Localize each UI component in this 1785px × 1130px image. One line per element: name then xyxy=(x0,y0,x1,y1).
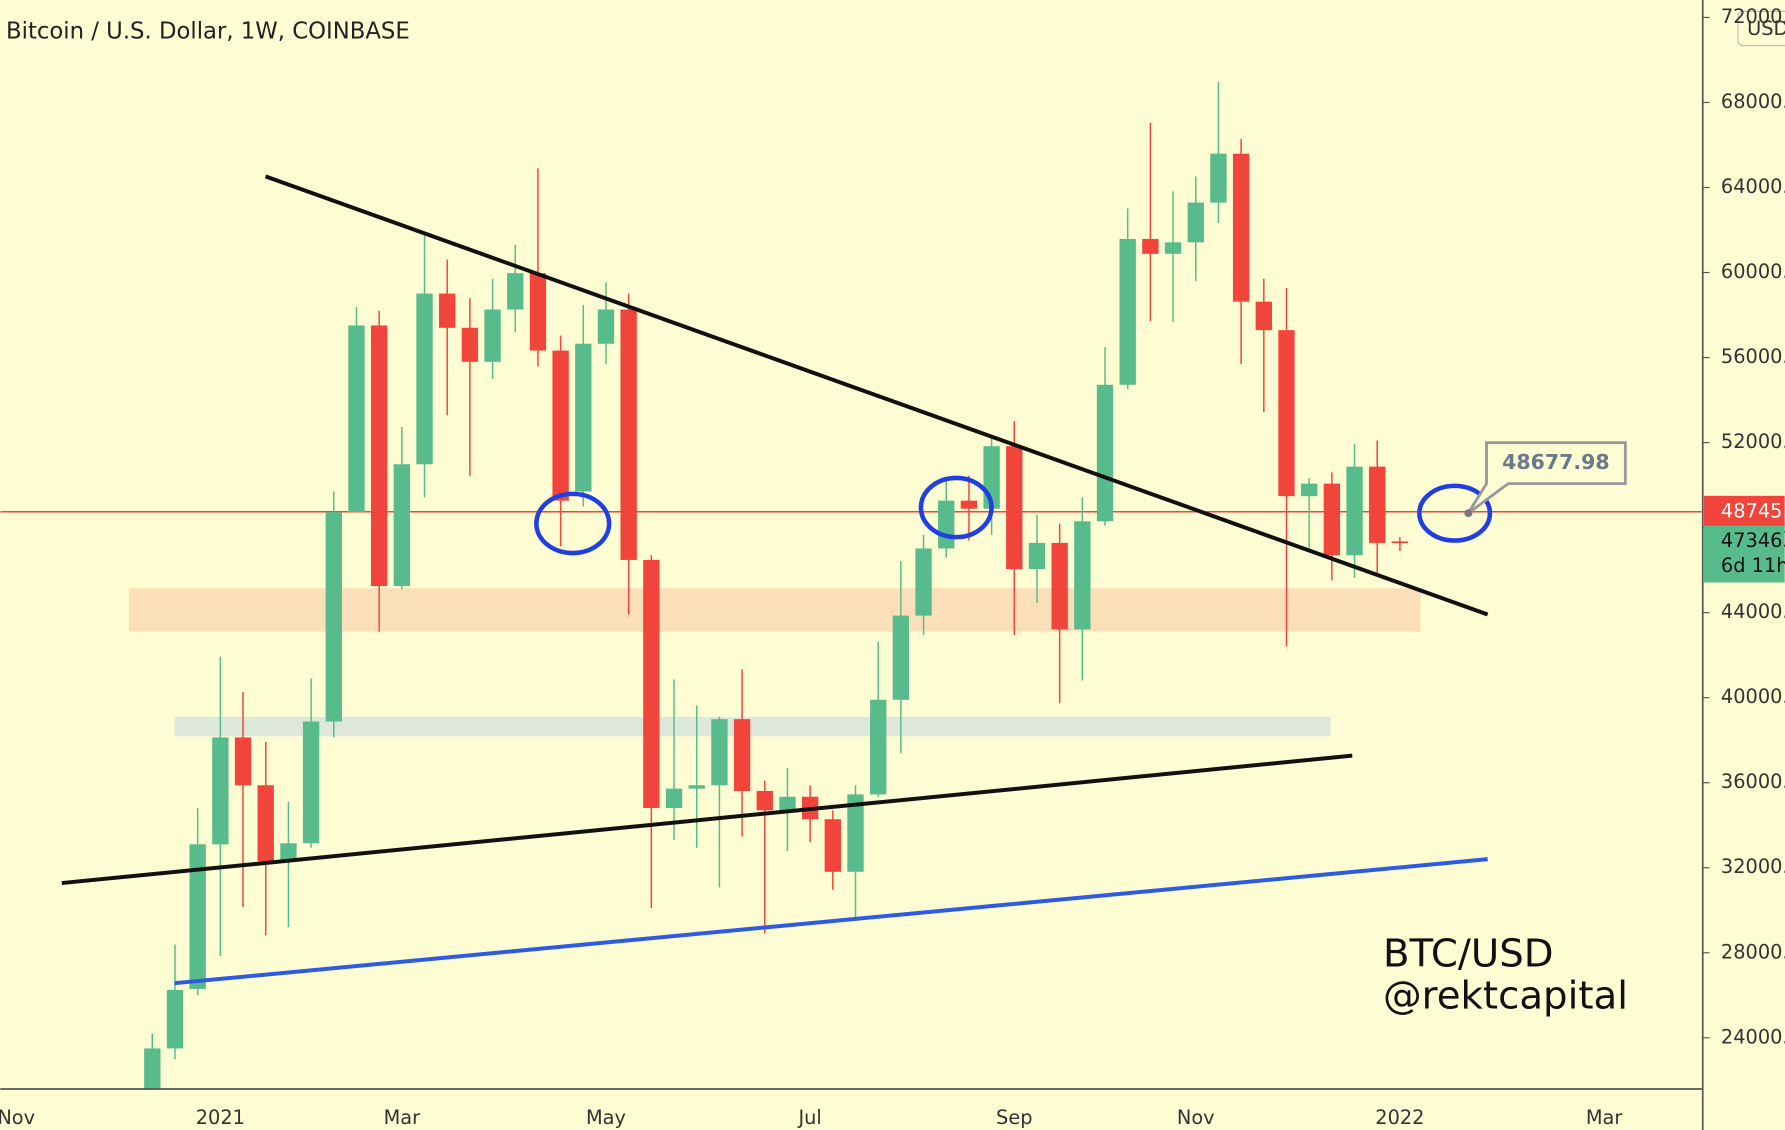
currency-label: USD xyxy=(1747,17,1785,40)
y-tick-label: 56000.00 xyxy=(1721,345,1785,368)
y-tick-label: 40000.00 xyxy=(1721,685,1785,708)
x-tick-label: Nov xyxy=(0,1106,35,1129)
candle-body xyxy=(620,309,637,560)
candle-body xyxy=(1369,466,1386,543)
candle-body xyxy=(144,1048,161,1090)
candle-body xyxy=(257,785,274,862)
price-line-label: 48745. xyxy=(1721,499,1785,522)
y-tick-label: 24000.00 xyxy=(1721,1025,1785,1048)
candle-body xyxy=(1255,301,1272,331)
candle-body xyxy=(1210,153,1227,203)
plot-area xyxy=(0,82,1702,1090)
callout-box xyxy=(1467,441,1627,515)
candle-body xyxy=(1187,202,1204,243)
candle-body xyxy=(189,844,206,989)
zone-grey xyxy=(174,716,1331,737)
annotation: BTC/USD xyxy=(1383,931,1554,976)
candle-body xyxy=(779,796,796,811)
candle-body xyxy=(212,737,229,845)
candle-body xyxy=(733,719,751,791)
candle-body xyxy=(1391,541,1409,544)
candle-body xyxy=(484,309,501,362)
y-tick-label: 44000.00 xyxy=(1721,600,1785,623)
candle-body xyxy=(688,785,705,789)
candle-body xyxy=(416,293,433,465)
annotation: @rektcapital xyxy=(1383,973,1628,1018)
trendline-blue xyxy=(174,857,1488,986)
circle-mark xyxy=(1417,483,1493,543)
candle-body xyxy=(1323,483,1341,556)
candle-body xyxy=(711,719,728,786)
candle-body xyxy=(892,615,910,700)
candle-body xyxy=(439,293,456,328)
candle-body xyxy=(393,464,410,587)
x-tick-label: Jul xyxy=(797,1106,821,1129)
x-tick-label: Sep xyxy=(996,1106,1032,1129)
candle-body xyxy=(1301,483,1318,497)
candle-body xyxy=(665,788,683,809)
trendline xyxy=(264,174,1489,617)
candle-body xyxy=(234,737,252,786)
currency-button[interactable] xyxy=(1737,10,1785,47)
candle-body xyxy=(507,273,524,310)
candle-body xyxy=(643,559,660,809)
candle-body xyxy=(1142,238,1159,254)
x-tick-label: Mar xyxy=(384,1106,421,1129)
candle-body xyxy=(325,512,342,722)
candle-body xyxy=(824,819,841,872)
candle-body xyxy=(1096,384,1114,522)
last-price-label: 47346. xyxy=(1721,529,1785,552)
y-tick-label: 32000.00 xyxy=(1721,855,1785,878)
callout-label: 48677.98 xyxy=(1502,450,1609,474)
circle-mark xyxy=(534,491,612,556)
drawings xyxy=(61,174,1493,986)
candle-body xyxy=(938,500,955,549)
countdown-label: 6d 11h xyxy=(1721,554,1785,577)
candle-body xyxy=(1346,466,1363,556)
candle-body xyxy=(847,794,864,872)
y-tick-label: 60000.00 xyxy=(1721,260,1785,283)
candle-body xyxy=(1278,330,1295,497)
x-tick-label: May xyxy=(586,1106,626,1129)
y-tick-label: 28000.00 xyxy=(1721,940,1785,963)
candle-body xyxy=(756,790,773,811)
zone-peach xyxy=(128,588,1421,632)
y-tick-label: 52000.00 xyxy=(1721,430,1785,453)
candle-body xyxy=(302,721,320,844)
chart-title: Bitcoin / U.S. Dollar, 1W, COINBASE xyxy=(6,18,410,44)
candle-body xyxy=(348,325,365,513)
y-tick-label: 68000.00 xyxy=(1721,90,1785,113)
last-price-tag xyxy=(1703,525,1785,583)
circle-mark xyxy=(918,475,994,540)
candle-body xyxy=(1232,153,1250,302)
candle-body xyxy=(461,327,479,362)
candle-body xyxy=(370,325,388,587)
candle-body xyxy=(529,273,547,351)
candle-body xyxy=(960,500,978,509)
candle-body xyxy=(597,309,615,344)
candle-body xyxy=(1006,446,1023,570)
y-tick-label: 36000.00 xyxy=(1721,770,1785,793)
x-tick-label: 2022 xyxy=(1375,1106,1424,1129)
candle-body xyxy=(870,699,887,795)
y-tick-label: 64000.00 xyxy=(1721,175,1785,198)
callout-point xyxy=(1464,509,1473,518)
candle-body xyxy=(1028,542,1046,570)
price-line-tag xyxy=(1703,495,1785,528)
candle-body xyxy=(1164,242,1182,254)
candle-body xyxy=(1074,521,1091,630)
candle-body xyxy=(575,343,592,492)
candle-body xyxy=(280,843,297,862)
candle-body xyxy=(1119,238,1136,385)
x-tick-label: 2021 xyxy=(196,1106,245,1129)
candle-body xyxy=(166,989,184,1049)
candle-body xyxy=(1051,542,1068,630)
candle-body xyxy=(915,548,932,616)
y-tick-label: 72000.00 xyxy=(1721,5,1785,28)
x-tick-label: Nov xyxy=(1177,1106,1215,1129)
trendline xyxy=(61,753,1353,886)
candle-body xyxy=(552,350,569,501)
x-tick-label: Mar xyxy=(1586,1106,1623,1129)
